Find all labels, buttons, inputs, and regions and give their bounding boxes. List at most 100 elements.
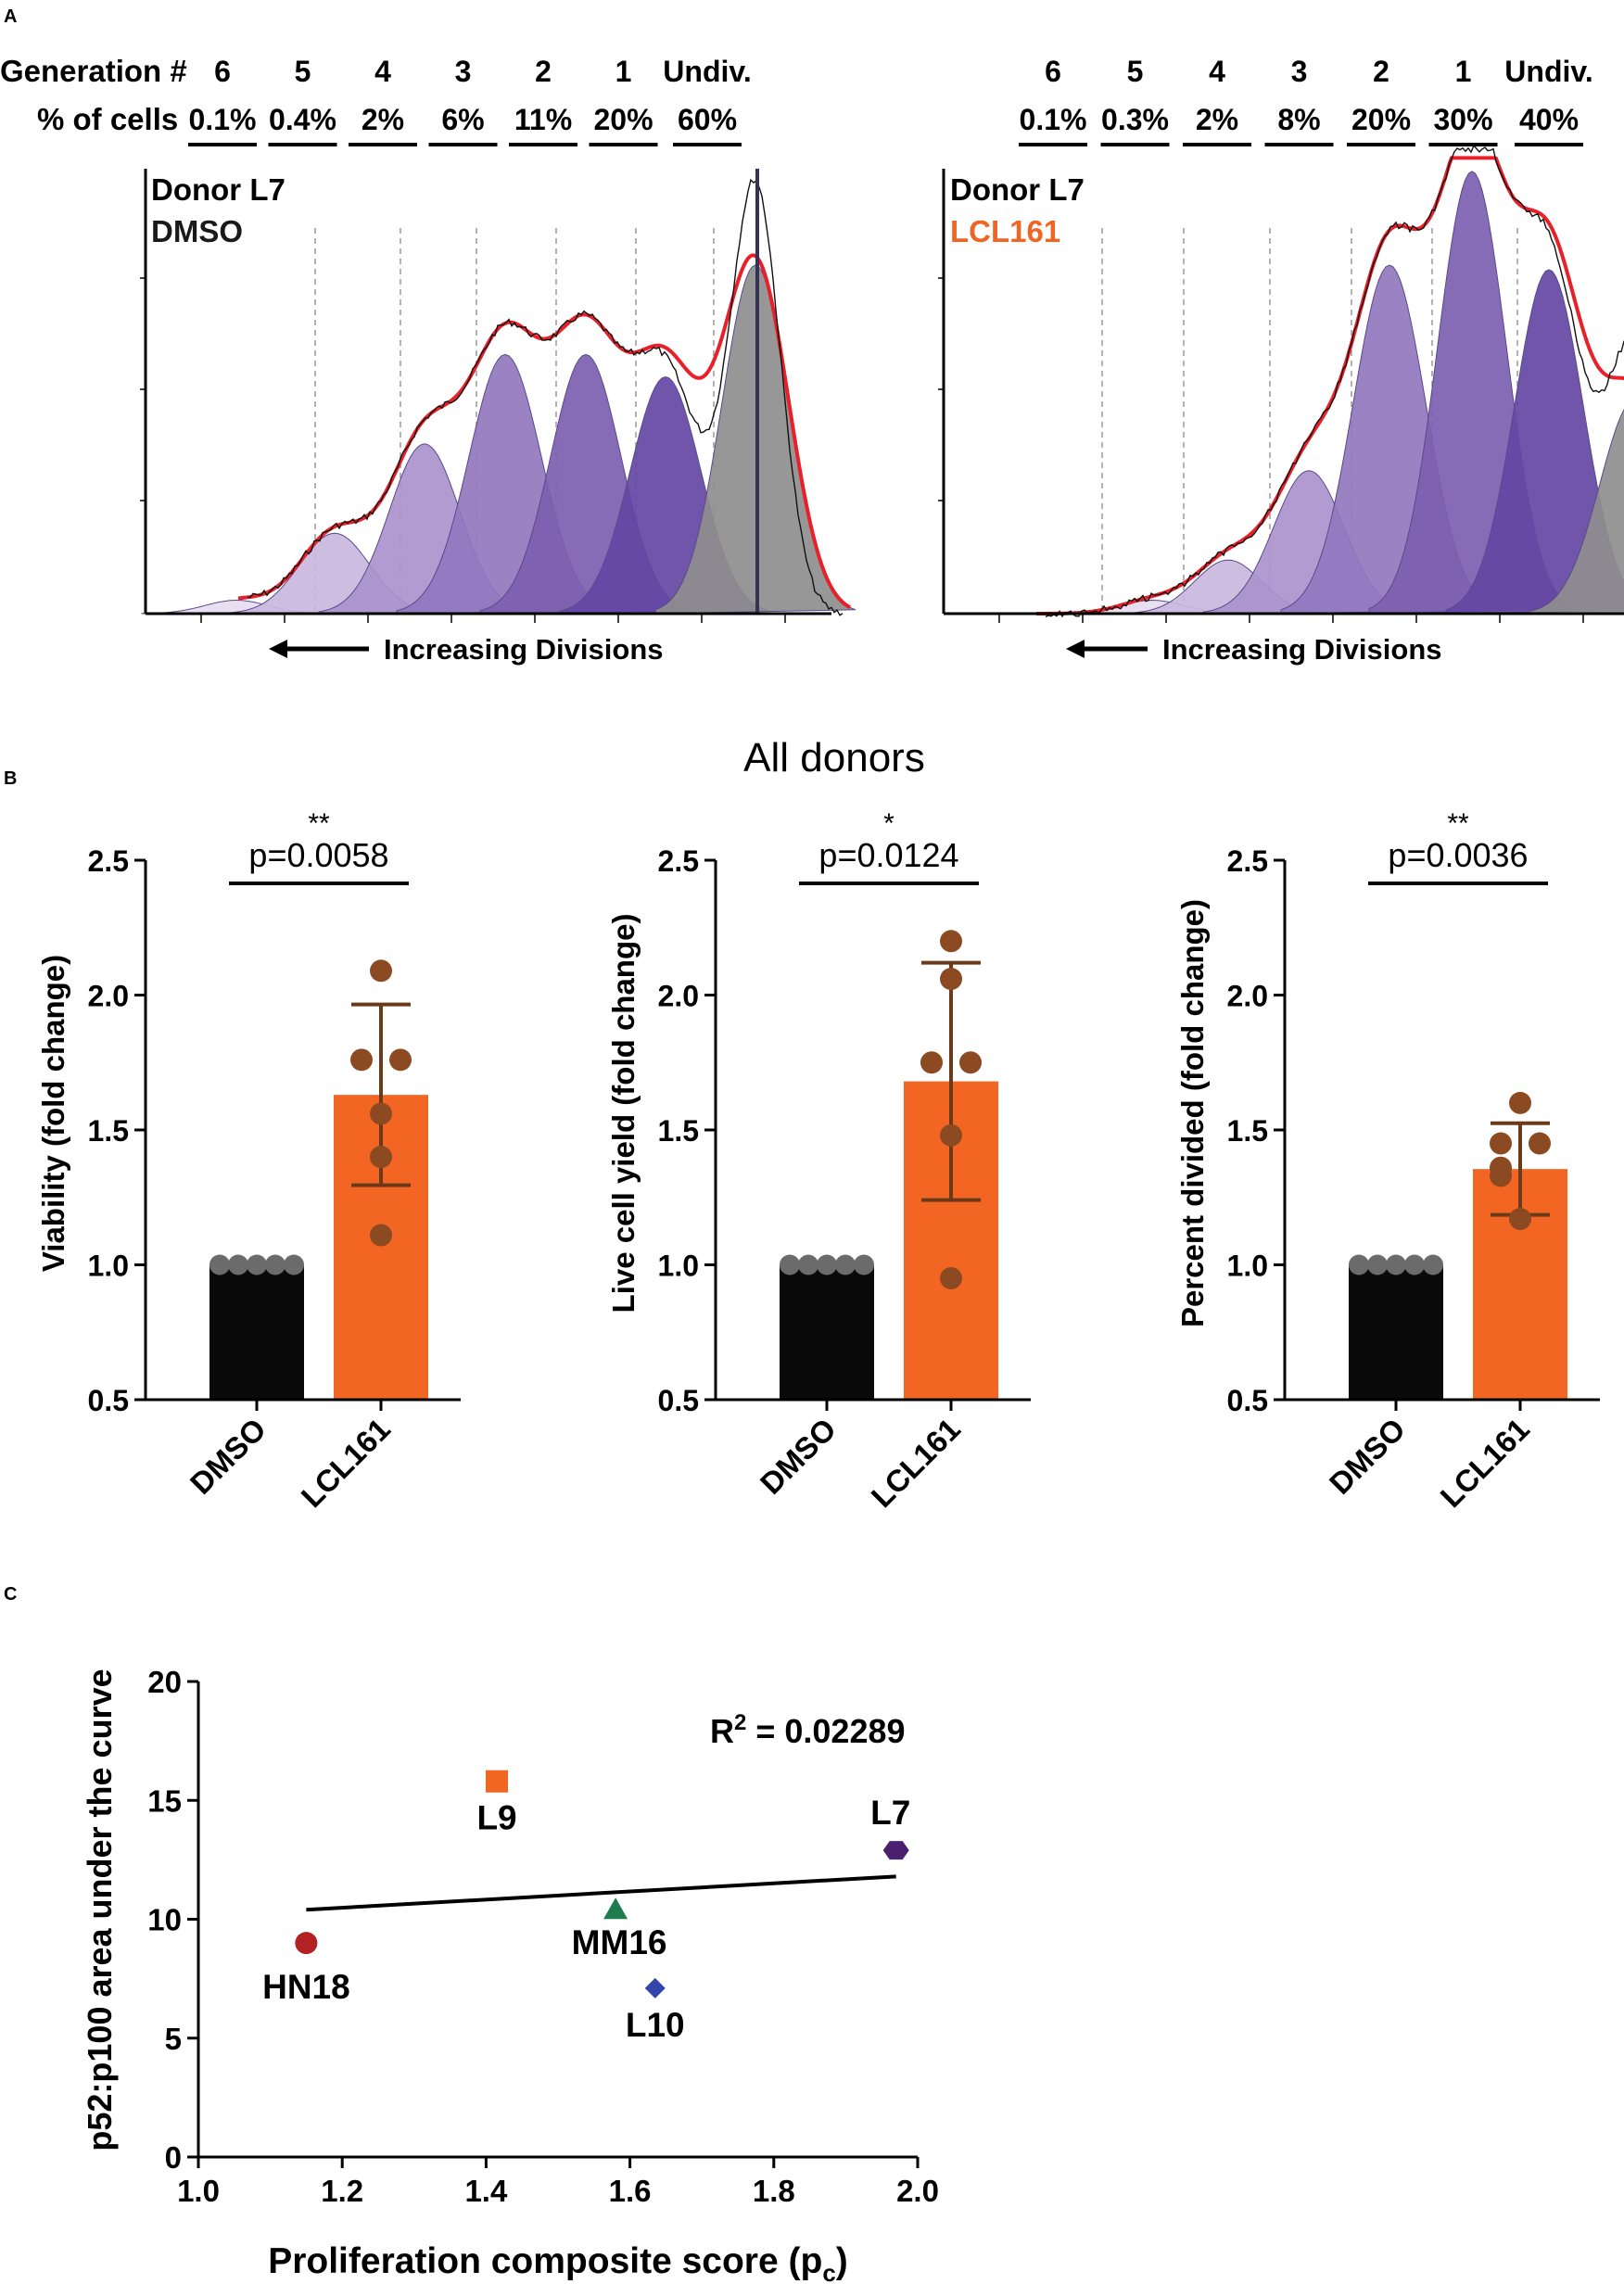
panel-label-b: B — [4, 768, 17, 789]
percent-label: 0.3% — [1101, 103, 1169, 136]
percent-label: 2% — [362, 103, 404, 136]
generation-label: 3 — [455, 55, 472, 88]
data-point — [817, 1254, 837, 1275]
y-tick-label: 10 — [147, 1903, 182, 1937]
data-point — [780, 1254, 800, 1275]
x-tick-label: 1.6 — [609, 2174, 652, 2208]
divisions-caption: Increasing Divisions — [384, 633, 664, 666]
data-point — [265, 1254, 285, 1275]
y-axis-label: Percent divided (fold change) — [1175, 899, 1210, 1327]
percent-label: 30% — [1433, 103, 1492, 136]
percent-label: 8% — [1277, 103, 1320, 136]
data-point — [1423, 1254, 1443, 1275]
y-tick-label: 2.5 — [88, 844, 129, 878]
data-point — [350, 1048, 373, 1072]
data-point — [209, 1254, 230, 1275]
percent-label: 20% — [1351, 103, 1411, 136]
point-label: HN18 — [262, 1968, 350, 2006]
divisions-caption: Increasing Divisions — [1162, 633, 1442, 666]
data-point — [370, 1102, 392, 1125]
y-tick-label: 0.5 — [658, 1384, 699, 1417]
panel-label-c: C — [4, 1584, 17, 1605]
arrow-head — [269, 640, 287, 658]
generation-label: 3 — [1291, 55, 1308, 88]
percent-label: 0.1% — [1020, 103, 1087, 136]
data-point — [1509, 1091, 1531, 1114]
generation-label: 1 — [615, 55, 632, 88]
histogram-lcl161: 6 0.1% 5 0.3% 4 2% 3 8% 2 20% 1 30% Undiv. 40% Donor L… — [938, 55, 1624, 666]
bar-dmso — [1349, 1264, 1443, 1400]
generation-peak — [1529, 408, 1624, 615]
x-tick-label: 1.0 — [177, 2174, 220, 2208]
data-point — [1349, 1254, 1369, 1275]
donor-label: Donor L7 — [151, 172, 285, 207]
data-point — [940, 1267, 962, 1290]
point-label: L10 — [626, 2006, 685, 2044]
y-tick-label: 5 — [165, 2022, 182, 2056]
x-axis-label: Proliferation composite score (pc) — [268, 2241, 848, 2284]
point-mm16 — [603, 1897, 628, 1920]
data-point — [920, 1051, 943, 1074]
bar-chart-live-cell-yield: 0.5 1.0 1.5 2.0 2.5 DMSO LCL161 Live cell yield… — [606, 808, 1031, 1514]
percent-label: 60% — [678, 103, 737, 136]
generation-label: 6 — [214, 55, 231, 88]
x-tick-label: DMSO — [184, 1412, 273, 1501]
percent-row-label: % of cells — [37, 102, 178, 136]
y-tick-label: 2.0 — [88, 980, 129, 1013]
y-tick-label: 0.5 — [88, 1384, 129, 1417]
raw-trace — [1045, 144, 1624, 618]
y-tick-label: 1.5 — [1227, 1114, 1268, 1148]
data-point — [1404, 1254, 1425, 1275]
generation-label: Undiv. — [1504, 55, 1592, 88]
generation-label: 2 — [1373, 55, 1389, 88]
donor-label: Donor L7 — [950, 172, 1085, 207]
y-axis-label: Viability (fold change) — [36, 955, 70, 1272]
data-point — [1490, 1132, 1512, 1155]
y-tick-label: 1.0 — [88, 1250, 129, 1283]
percent-label: 2% — [1196, 103, 1238, 136]
data-point — [284, 1254, 304, 1275]
percent-label: 6% — [441, 103, 484, 136]
regression-line — [306, 1874, 896, 1912]
data-point — [1490, 1164, 1512, 1187]
x-tick-label: 1.4 — [464, 2174, 508, 2208]
y-tick-label: 1.5 — [88, 1114, 129, 1148]
y-tick-label: 0 — [165, 2140, 182, 2175]
percent-label: 11% — [514, 103, 572, 136]
panel-b-title: All donors — [743, 735, 925, 780]
percent-label: 20% — [593, 103, 653, 136]
bar-chart-viability: 0.5 1.0 1.5 2.0 2.5 DMSO LCL161 Viability (fold… — [36, 808, 461, 1514]
x-tick-label: DMSO — [1323, 1412, 1412, 1501]
y-tick-label: 2.0 — [658, 980, 699, 1013]
point-l7 — [882, 1841, 909, 1860]
point-label: L7 — [870, 1794, 910, 1832]
p-value-label: p=0.0036 — [1388, 836, 1528, 874]
data-point — [370, 959, 392, 983]
generation-label: Undiv. — [663, 55, 751, 88]
scatter-plot: 0 5 10 15 20 1.0 1.2 1.4 1.6 1.8 2.0 p52:p100 area … — [81, 1665, 939, 2284]
data-point — [370, 1146, 392, 1169]
bar-dmso — [209, 1264, 304, 1400]
data-point — [228, 1254, 248, 1275]
p-value-label: p=0.0124 — [818, 836, 958, 874]
data-point — [247, 1254, 267, 1275]
data-point — [940, 930, 962, 953]
x-tick-label: DMSO — [754, 1412, 843, 1501]
data-point — [940, 968, 962, 991]
histogram-dmso: 6 0.1% 5 0.4% 4 2% 3 6% 2 11% 1 20% Undiv. 60% Donor L… — [140, 55, 856, 666]
point-l10 — [644, 1977, 666, 1998]
generation-label: 4 — [374, 55, 391, 88]
data-point — [940, 1123, 962, 1147]
y-tick-label: 2.5 — [1227, 844, 1268, 878]
arrow-head — [1066, 640, 1085, 658]
generation-label: 5 — [1127, 55, 1144, 88]
percent-label: 0.4% — [269, 103, 336, 136]
x-tick-label: 1.2 — [321, 2174, 363, 2208]
data-point — [835, 1254, 856, 1275]
point-label: L9 — [476, 1799, 516, 1837]
data-point — [389, 1048, 412, 1072]
generation-row-label: Generation # — [0, 54, 187, 88]
y-tick-label: 15 — [147, 1783, 182, 1818]
treatment-label: DMSO — [151, 214, 243, 248]
panel-label-a: A — [4, 6, 17, 27]
